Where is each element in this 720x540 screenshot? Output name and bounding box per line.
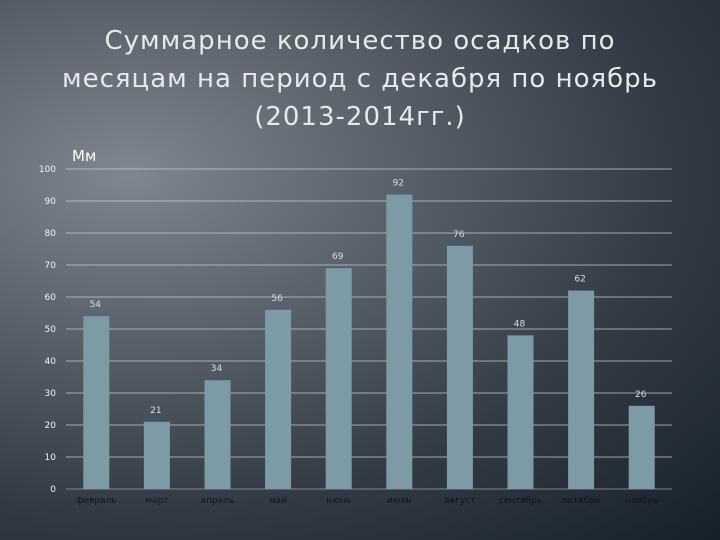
bar-май	[265, 309, 292, 489]
bar-апрель	[204, 380, 231, 489]
y-tick-label: 90	[45, 197, 57, 207]
category-label: февраль	[76, 496, 117, 506]
y-tick-label: 40	[45, 357, 57, 367]
data-label: 76	[453, 230, 465, 240]
data-label: 26	[635, 390, 647, 400]
data-label: 21	[150, 406, 161, 416]
category-label: июль	[387, 496, 411, 506]
bar-июль	[386, 194, 413, 489]
chart-title-line-1: Суммарное количество осадков по	[104, 26, 616, 56]
category-label: октябрь	[562, 496, 600, 506]
y-tick-label: 0	[50, 485, 56, 495]
y-tick-label: 80	[45, 229, 57, 239]
y-tick-label: 100	[39, 165, 56, 175]
y-tick-label: 50	[45, 325, 57, 335]
bar-август	[446, 245, 473, 489]
bar-сентябрь	[507, 335, 534, 489]
data-label: 56	[271, 294, 283, 304]
category-label: апрель	[201, 496, 235, 506]
data-label: 62	[574, 275, 585, 285]
bar-март	[143, 421, 170, 489]
y-axis-label: Мм	[72, 147, 96, 165]
y-tick-labels: 0 10 20 30 40 50 60 70 80 90 100	[39, 165, 56, 495]
bar-июнь	[325, 268, 352, 489]
data-label: 92	[393, 179, 404, 189]
chart-title-line-2: месяцам на период с декабря по ноябрь	[62, 64, 658, 94]
data-label: 69	[332, 252, 344, 262]
data-label: 54	[90, 300, 102, 310]
category-label: май	[269, 496, 287, 506]
chart-title: Суммарное количество осадков по месяцам …	[20, 22, 700, 136]
y-tick-label: 10	[45, 453, 57, 463]
y-tick-label: 70	[45, 261, 57, 271]
data-labels: 54 21 34 56 69 92 76 48 62 26	[90, 179, 647, 416]
bars	[83, 194, 655, 489]
bar-февраль	[83, 316, 110, 489]
category-label: сентябрь	[499, 496, 543, 506]
category-label: август	[444, 496, 475, 506]
y-tick-label: 60	[45, 293, 57, 303]
y-tick-label: 30	[45, 389, 57, 399]
chart-title-line-3: (2013-2014гг.)	[254, 102, 466, 132]
data-label: 34	[211, 364, 223, 374]
category-label: ноябрь	[625, 496, 658, 506]
data-label: 48	[514, 319, 526, 329]
category-label: март	[145, 496, 168, 506]
bar-ноябрь	[628, 405, 655, 489]
category-labels: февраль март апрель май июнь июль август сентяб…	[76, 496, 659, 506]
bar-октябрь	[568, 290, 595, 489]
category-label: июнь	[326, 496, 351, 506]
y-tick-label: 20	[45, 421, 57, 431]
